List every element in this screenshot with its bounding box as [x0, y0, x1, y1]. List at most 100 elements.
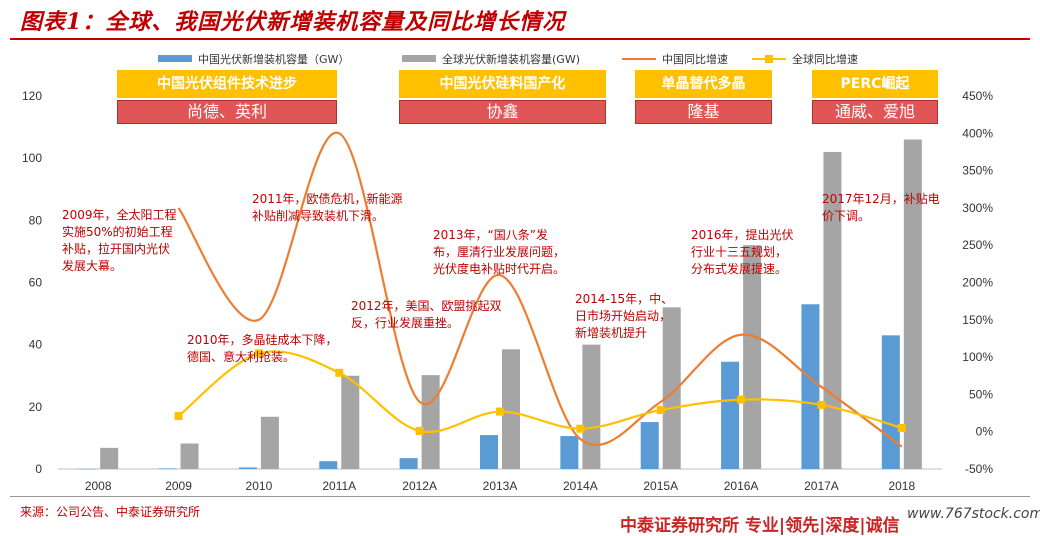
y-right-tick-label: 150%	[962, 313, 993, 327]
y-left-tick-label: 40	[29, 338, 43, 352]
annotation-line: 2012年，美国、欧盟挑起双	[351, 299, 502, 313]
annotation-line: 日市场开始启动，	[575, 309, 672, 323]
y-right-tick-label: 400%	[962, 126, 993, 140]
x-tick-label: 2016A	[724, 479, 759, 493]
event-annotation: 2011年，欧债危机，新能源 补贴削减导致装机下滑。	[252, 191, 403, 225]
event-annotation: 2014-15年，中、 日市场开始启动， 新增装机提升	[575, 291, 673, 342]
x-tick-label: 2012A	[402, 479, 437, 493]
y-left-tick-label: 120	[22, 89, 42, 103]
annotation-line: 2016年，提出光伏	[691, 228, 794, 242]
y-right-tick-label: -50%	[965, 462, 993, 476]
global-yoy-marker	[496, 407, 504, 416]
global-bar	[341, 375, 360, 469]
x-tick-label: 2017A	[804, 479, 839, 493]
legend-label: 中国同比增速	[662, 52, 728, 66]
legend-label: 全球同比增速	[792, 52, 858, 66]
banner-topic: 单晶替代多晶	[635, 70, 772, 98]
china-bar	[319, 461, 338, 469]
global-yoy-marker	[415, 426, 424, 435]
global-bar	[100, 447, 119, 469]
lines	[174, 131, 906, 448]
global-bar	[502, 349, 520, 469]
global-bar	[662, 307, 681, 469]
y-left-tick-label: 0	[35, 462, 42, 476]
global-yoy-marker	[737, 395, 746, 404]
annotation-line: 光伏度电补贴时代开启。	[433, 262, 566, 276]
axes: 0 20 40 60 80 100 120 -50% 0% 50% 100% 150% 200% 250%…	[22, 89, 993, 493]
china-bar	[801, 304, 820, 469]
y-right-tick-label: 350%	[962, 164, 993, 178]
legend-label: 全球光伏新增装机容量(GW)	[442, 52, 580, 66]
milestone-banner: 中国光伏硅料国产化 协鑫	[399, 70, 606, 124]
banner-topic: PERC崛起	[812, 70, 938, 98]
source-note: 来源：公司公告、中泰证券研究所	[20, 505, 201, 519]
china-bar	[881, 335, 900, 469]
y-right-tick-label: 0%	[976, 425, 994, 439]
annotation-line: 布，厘清行业发展问题，	[433, 245, 566, 259]
event-annotation: 2013年，“国八条”发布，厘清行业发展问题， 光伏度电补贴时代开启。	[433, 227, 565, 278]
y-left-tick-label: 80	[29, 213, 43, 227]
global-yoy-marker	[897, 423, 906, 432]
annotation-line: 价下调。	[822, 209, 871, 223]
y-left-tick-label: 20	[29, 400, 43, 414]
title-rule	[10, 38, 1030, 40]
bottom-rule	[10, 496, 1030, 497]
stock-watermark: www.767stock.com	[905, 506, 1040, 522]
milestone-banner: PERC崛起 通威、爱旭	[812, 70, 938, 124]
banner-companies: 隆基	[635, 100, 772, 124]
x-tick-label: 2018	[888, 479, 915, 493]
banner-companies: 通威、爱旭	[812, 100, 938, 124]
china-bar	[158, 468, 177, 469]
annotation-line: 2011年，欧债危机，新能源	[252, 192, 403, 206]
banner-companies: 尚德、英利	[117, 100, 337, 124]
annotation-line: 分布式发展提速。	[691, 262, 788, 276]
legend-marker	[765, 55, 773, 63]
annotation-line: 新增装机提升	[575, 326, 648, 340]
china-yoy-line	[177, 131, 903, 448]
global-bar	[421, 375, 440, 469]
x-tick-label: 2015A	[643, 479, 678, 493]
x-tick-label: 2014A	[563, 479, 598, 493]
global-bar	[743, 245, 762, 469]
legend-label: 中国光伏新增装机容量（GW）	[198, 52, 349, 66]
china-bar	[480, 435, 498, 469]
annotation-line: 2017年12月，补贴电	[822, 192, 940, 206]
annotation-line: 反，行业发展重挫。	[351, 316, 460, 330]
global-yoy-marker	[335, 368, 344, 377]
global-yoy-marker	[576, 424, 585, 433]
annotation-line: 实施50%的初始工程	[62, 225, 173, 239]
event-annotation: 2010年，多晶硅成本下降， 德国、意大利抢装。	[187, 332, 338, 366]
x-tick-label: 2008	[85, 479, 112, 493]
banner-topic: 中国光伏组件技术进步	[117, 70, 337, 98]
banner-companies: 协鑫	[399, 100, 606, 124]
global-yoy-marker	[817, 400, 826, 409]
y-left-tick-label: 60	[29, 276, 43, 290]
china-bar	[78, 468, 97, 470]
y-right-tick-label: 100%	[962, 350, 993, 364]
global-bar	[260, 416, 279, 469]
global-yoy-line	[177, 350, 903, 434]
china-bar	[238, 467, 257, 469]
event-annotation: 2016年，提出光伏 行业十三五规划， 分布式发展提速。	[691, 227, 794, 278]
watermark: 中泰证券研究所 专业|领先|深度|诚信	[620, 516, 900, 536]
annotation-line: 2014-15年，中、	[575, 292, 674, 306]
global-yoy-marker	[254, 349, 263, 358]
event-annotation: 2012年，美国、欧盟挑起双 反，行业发展重挫。	[351, 298, 502, 332]
china-bar	[721, 361, 740, 469]
china-bar	[399, 458, 418, 469]
global-bar	[180, 443, 199, 469]
legend: 中国光伏新增装机容量（GW） 全球光伏新增装机容量(GW) 中国同比增速 全球同比增速	[158, 52, 858, 66]
legend-swatch	[402, 55, 436, 62]
annotation-line: 德国、意大利抢装。	[187, 350, 296, 364]
global-bar	[582, 344, 601, 469]
annotation-line: 行业十三五规划，	[691, 245, 788, 259]
event-annotation: 2017年12月，补贴电 价下调。	[822, 191, 940, 225]
milestone-banner: 单晶替代多晶 隆基	[635, 70, 772, 124]
global-bar	[903, 139, 922, 469]
x-tick-label: 2011A	[322, 479, 356, 493]
x-tick-label: 2010	[246, 479, 273, 493]
banner-topic: 中国光伏硅料国产化	[399, 70, 606, 98]
annotation-line: 2013年，“国八条”发	[433, 228, 548, 242]
chart-title: 图表1：全球、我国光伏新增装机容量及同比增长情况	[20, 9, 566, 35]
china-bar	[640, 422, 659, 469]
